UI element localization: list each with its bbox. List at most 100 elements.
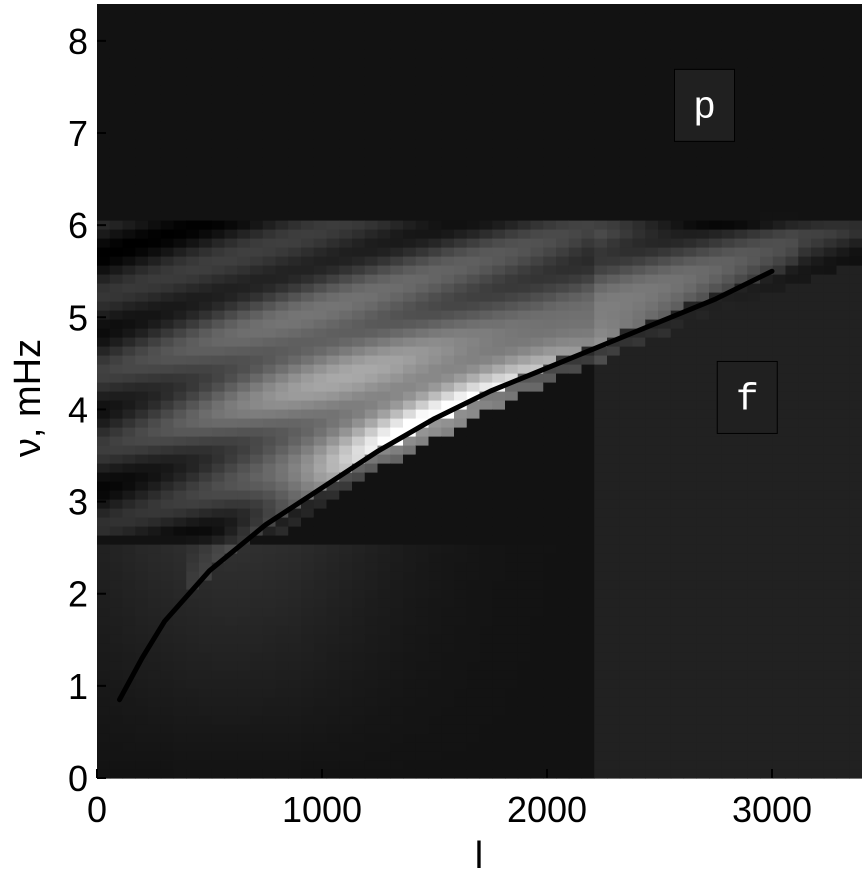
heatmap-cell bbox=[262, 427, 277, 437]
heatmap-cell bbox=[454, 598, 468, 608]
heatmap-cell bbox=[836, 733, 850, 743]
heatmap-cell bbox=[109, 517, 124, 527]
heatmap-cell bbox=[275, 616, 289, 626]
heatmap-cell bbox=[670, 562, 685, 572]
heatmap-cell bbox=[211, 724, 226, 734]
heatmap-cell bbox=[237, 76, 251, 86]
heatmap-cell bbox=[517, 103, 532, 113]
heatmap-cell bbox=[645, 139, 659, 149]
heatmap-cell bbox=[313, 706, 328, 716]
heatmap-cell bbox=[390, 535, 404, 545]
heatmap-cell bbox=[619, 319, 634, 329]
heatmap-cell bbox=[326, 292, 340, 302]
heatmap-cell bbox=[97, 499, 111, 509]
heatmap-cell bbox=[109, 148, 124, 158]
heatmap-cell bbox=[237, 733, 251, 743]
heatmap-cell bbox=[352, 670, 366, 680]
heatmap-cell bbox=[632, 355, 646, 365]
heatmap-cell bbox=[428, 139, 442, 149]
heatmap-cell bbox=[581, 40, 595, 50]
heatmap-cell bbox=[109, 355, 124, 365]
heatmap-cell bbox=[479, 724, 493, 734]
heatmap-cell bbox=[543, 499, 557, 509]
heatmap-cell bbox=[326, 742, 340, 752]
heatmap-cell bbox=[415, 607, 430, 617]
heatmap-cell bbox=[377, 706, 391, 716]
heatmap-cell bbox=[696, 211, 710, 221]
heatmap-cell bbox=[275, 733, 289, 743]
heatmap-cell bbox=[734, 436, 748, 446]
heatmap-cell bbox=[428, 526, 442, 536]
heatmap-cell bbox=[122, 652, 136, 662]
heatmap-cell bbox=[262, 535, 277, 545]
heatmap-cell bbox=[543, 580, 557, 590]
heatmap-cell bbox=[619, 598, 634, 608]
heatmap-cell bbox=[670, 49, 685, 59]
heatmap-cell bbox=[415, 67, 430, 77]
heatmap-cell bbox=[530, 220, 544, 230]
heatmap-cell bbox=[505, 283, 519, 293]
heatmap-cell bbox=[811, 319, 825, 329]
heatmap-cell bbox=[275, 265, 289, 275]
heatmap-cell bbox=[530, 706, 544, 716]
heatmap-cell bbox=[798, 607, 812, 617]
heatmap-cell bbox=[237, 463, 251, 473]
heatmap-cell bbox=[823, 301, 838, 311]
heatmap-cell bbox=[301, 319, 315, 329]
heatmap-cell bbox=[390, 409, 404, 419]
heatmap-cell bbox=[173, 733, 187, 743]
heatmap-cell bbox=[798, 274, 812, 284]
heatmap-cell bbox=[772, 166, 787, 176]
heatmap-cell bbox=[301, 742, 315, 752]
heatmap-cell bbox=[683, 391, 697, 401]
heatmap-cell bbox=[109, 733, 124, 743]
heatmap-cell bbox=[709, 328, 723, 338]
heatmap-cell bbox=[696, 679, 710, 689]
heatmap-cell bbox=[135, 238, 149, 248]
heatmap-cell bbox=[760, 13, 774, 23]
heatmap-cell bbox=[415, 283, 430, 293]
heatmap-cell bbox=[339, 427, 353, 437]
heatmap-cell bbox=[313, 229, 328, 239]
heatmap-cell bbox=[415, 202, 430, 212]
heatmap-cell bbox=[530, 175, 544, 185]
heatmap-cell bbox=[492, 58, 506, 68]
heatmap-cell bbox=[224, 220, 238, 230]
heatmap-cell bbox=[313, 607, 328, 617]
heatmap-cell bbox=[122, 121, 136, 131]
heatmap-cell bbox=[454, 409, 468, 419]
heatmap-cell bbox=[734, 670, 748, 680]
heatmap-cell bbox=[313, 418, 328, 428]
heatmap-cell bbox=[530, 274, 544, 284]
heatmap-cell bbox=[454, 760, 468, 770]
heatmap-cell bbox=[568, 760, 583, 770]
heatmap-cell bbox=[415, 715, 430, 725]
heatmap-cell bbox=[747, 328, 761, 338]
heatmap-cell bbox=[211, 94, 226, 104]
heatmap-cell bbox=[148, 346, 162, 356]
heatmap-cell bbox=[658, 22, 672, 32]
heatmap-cell bbox=[313, 265, 328, 275]
heatmap-cell bbox=[403, 715, 417, 725]
heatmap-cell bbox=[339, 175, 353, 185]
heatmap-cell bbox=[505, 166, 519, 176]
heatmap-cell bbox=[760, 436, 774, 446]
heatmap-cell bbox=[237, 499, 251, 509]
heatmap-cell bbox=[173, 409, 187, 419]
heatmap-cell bbox=[160, 445, 175, 455]
heatmap-cell bbox=[760, 562, 774, 572]
heatmap-cell bbox=[505, 85, 519, 95]
heatmap-cell bbox=[313, 103, 328, 113]
heatmap-cell bbox=[619, 427, 634, 437]
heatmap-cell bbox=[734, 184, 748, 194]
heatmap-cell bbox=[734, 256, 748, 266]
heatmap-cell bbox=[428, 94, 442, 104]
heatmap-cell bbox=[364, 571, 379, 581]
heatmap-cell bbox=[798, 670, 812, 680]
heatmap-cell bbox=[364, 715, 379, 725]
heatmap-cell bbox=[148, 715, 162, 725]
heatmap-cell bbox=[415, 364, 430, 374]
heatmap-cell bbox=[811, 643, 825, 653]
heatmap-cell bbox=[415, 445, 430, 455]
heatmap-cell bbox=[683, 733, 697, 743]
